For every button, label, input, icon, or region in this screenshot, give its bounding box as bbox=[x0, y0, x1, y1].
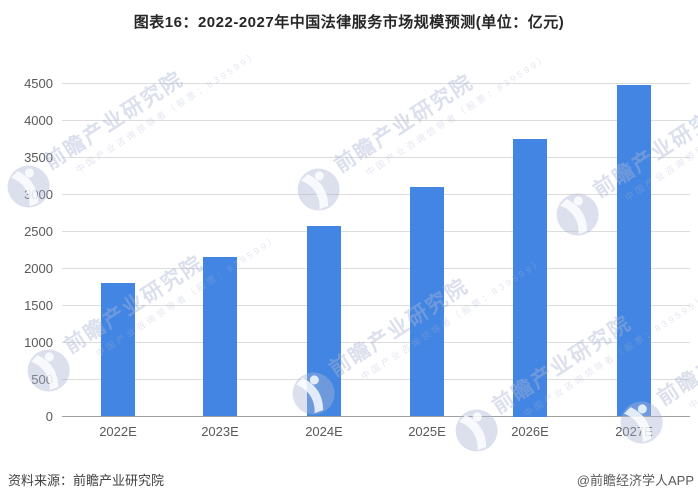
y-axis-tick-label: 4500 bbox=[24, 75, 53, 91]
gridline bbox=[62, 305, 690, 306]
x-axis-tick-label: 2025E bbox=[408, 424, 446, 439]
y-axis-tick-label: 3000 bbox=[24, 186, 53, 202]
watermark-text: 前瞻产业研究院 bbox=[40, 67, 188, 175]
watermark-text: 前瞻产业研究院 bbox=[330, 70, 478, 178]
watermark-text-block: 前瞻产业研究院 中国产业咨询领导者（股票：839599） bbox=[651, 257, 698, 424]
source-note: 资料来源：前瞻产业研究院 bbox=[8, 473, 165, 488]
y-axis-tick-label: 3500 bbox=[24, 149, 53, 165]
x-axis-tick-label: 2022E bbox=[99, 424, 137, 439]
x-axis-tick-label: 2027E bbox=[615, 424, 653, 439]
bar-2025E bbox=[410, 187, 444, 417]
watermark-subtext: 中国产业咨询领导者（股票：839599） bbox=[522, 292, 698, 419]
y-axis-tick-label: 2000 bbox=[24, 260, 53, 276]
bar-2022E bbox=[101, 283, 135, 417]
gridline bbox=[62, 342, 690, 343]
watermark-text-block: 前瞻产业研究院 中国产业咨询领导者（股票：839599） bbox=[38, 21, 262, 188]
bar-2027E bbox=[617, 84, 651, 417]
gridline bbox=[62, 379, 690, 380]
x-axis-tick-label: 2023E bbox=[201, 424, 239, 439]
y-axis-tick-label: 500 bbox=[31, 371, 53, 387]
y-axis-tick-label: 0 bbox=[45, 408, 53, 424]
y-axis-tick-label: 1500 bbox=[24, 297, 53, 313]
gridline bbox=[62, 83, 690, 84]
qianzhan-logo-icon bbox=[288, 159, 349, 220]
bar-2024E bbox=[307, 225, 341, 417]
gridline bbox=[62, 120, 690, 121]
y-axis-tick-label: 4000 bbox=[24, 112, 53, 128]
gridline bbox=[62, 194, 690, 195]
y-axis-tick-label: 1000 bbox=[24, 334, 53, 350]
gridline bbox=[62, 157, 690, 158]
x-axis-tick-label: 2026E bbox=[511, 424, 549, 439]
watermark-text: 前瞻产业研究院 bbox=[653, 303, 698, 411]
x-axis-tick-label: 2024E bbox=[305, 424, 343, 439]
x-axis-line bbox=[62, 416, 690, 417]
watermark-subtext: 中国产业咨询领导者（股票：839599） bbox=[687, 284, 698, 411]
bar-2026E bbox=[513, 139, 547, 417]
y-axis-tick-label: 2500 bbox=[24, 223, 53, 239]
gridline bbox=[62, 268, 690, 269]
chart-title: 图表16：2022-2027年中国法律服务市场规模预测(单位：亿元) bbox=[133, 14, 565, 31]
app-credit: @前瞻经济学人APP bbox=[576, 473, 694, 488]
gridline bbox=[62, 231, 690, 232]
bar-2023E bbox=[203, 257, 237, 417]
watermark-text: 前瞻产业研究院 bbox=[60, 251, 208, 359]
